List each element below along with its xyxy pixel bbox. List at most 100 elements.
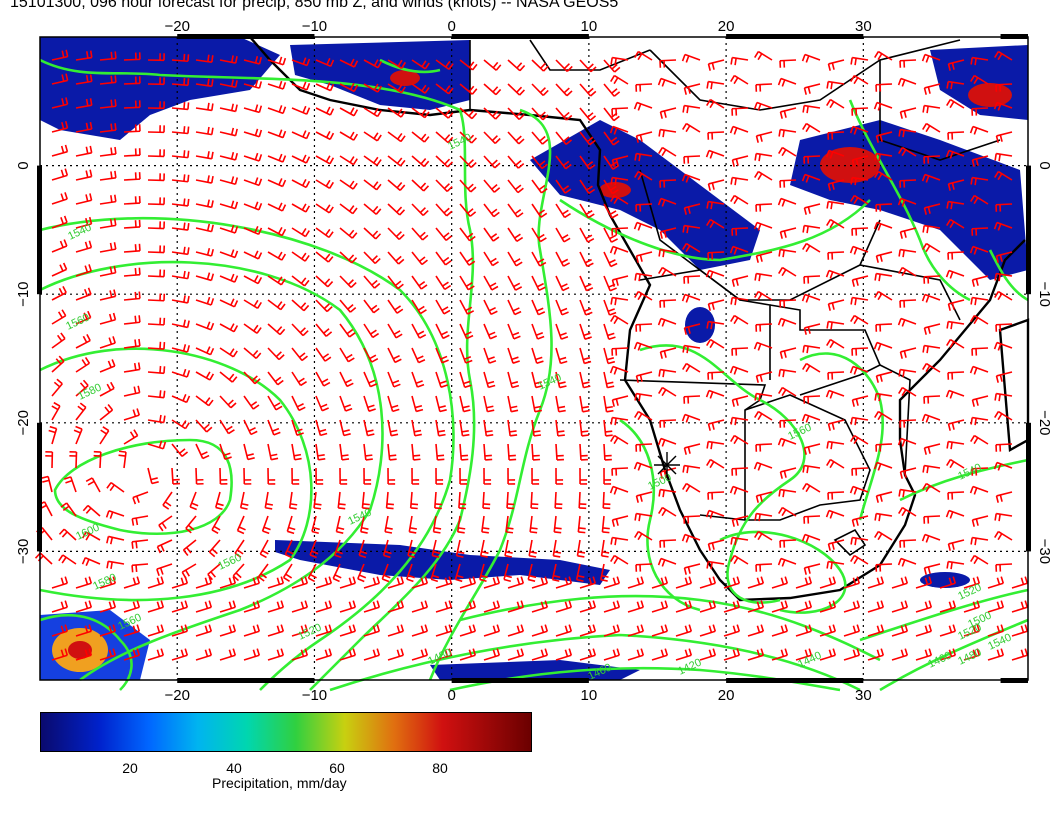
wind-barb-icon xyxy=(947,251,965,260)
height-contour xyxy=(379,58,441,74)
wind-barb-icon xyxy=(755,371,773,383)
wind-barb-icon xyxy=(875,323,893,332)
wind-barb-icon xyxy=(827,59,845,71)
wind-barb-icon xyxy=(75,287,92,301)
wind-barb-icon xyxy=(99,51,117,61)
wind-barb-icon xyxy=(579,347,592,365)
wind-barb-icon xyxy=(411,648,429,661)
wind-barb-icon xyxy=(659,227,677,239)
wind-barb-icon xyxy=(682,122,701,133)
wind-barb-icon xyxy=(827,491,845,500)
wind-barb-icon xyxy=(995,563,1013,572)
wind-barb-icon xyxy=(729,125,749,135)
wind-barb-icon xyxy=(147,648,165,661)
wind-barb-icon xyxy=(851,227,869,236)
wind-barb-icon xyxy=(771,648,789,661)
wind-barb-icon xyxy=(922,482,941,493)
wind-barb-icon xyxy=(51,648,69,661)
wind-barb-icon xyxy=(93,450,102,469)
wind-barb-icon xyxy=(610,536,629,546)
wind-barb-icon xyxy=(659,299,677,308)
wind-barb-icon xyxy=(69,450,78,469)
wind-barb-icon xyxy=(634,512,653,522)
wind-barb-icon xyxy=(267,347,285,361)
wind-barb-icon xyxy=(682,362,701,373)
wind-barb-icon xyxy=(459,624,477,637)
wind-barb-icon xyxy=(681,53,701,63)
wind-barb-icon xyxy=(610,554,629,565)
wind-barb-icon xyxy=(802,242,821,253)
wind-barb-icon xyxy=(610,74,629,85)
wind-barb-icon xyxy=(635,563,653,572)
wind-barb-icon xyxy=(339,371,354,388)
wind-barb-icon xyxy=(387,59,406,69)
wind-barb-icon xyxy=(729,365,749,375)
wind-barb-icon xyxy=(795,576,813,589)
wind-barb-icon xyxy=(603,624,621,637)
wind-barb-icon xyxy=(99,218,117,229)
wind-barb-icon xyxy=(994,410,1013,421)
lon-tick-label-top: −20 xyxy=(164,18,189,35)
wind-barb-icon xyxy=(531,419,542,437)
wind-barb-icon xyxy=(531,299,546,316)
height-contour-label: 1600 xyxy=(74,521,101,542)
wind-barb-icon xyxy=(579,395,590,413)
wind-barb-icon xyxy=(826,320,845,330)
wind-barb-icon xyxy=(267,56,287,66)
wind-barb-icon xyxy=(531,107,549,121)
wind-barb-icon xyxy=(171,126,190,135)
wind-barb-icon xyxy=(219,371,238,383)
wind-barb-icon xyxy=(171,443,189,458)
wind-barb-icon xyxy=(675,624,693,637)
wind-barb-icon xyxy=(993,461,1013,471)
wind-barb-icon xyxy=(987,624,1005,637)
wind-barb-icon xyxy=(267,105,287,115)
wind-barb-icon xyxy=(51,262,68,277)
wind-barb-icon xyxy=(311,515,320,535)
wind-barb-icon xyxy=(923,155,941,164)
wind-barb-icon xyxy=(579,227,595,243)
wind-barb-icon xyxy=(507,371,520,389)
wind-barb-icon xyxy=(147,467,159,485)
wind-barb-icon xyxy=(801,533,821,543)
wind-barb-icon xyxy=(507,227,524,243)
wind-barb-icon xyxy=(681,173,701,183)
wind-barb-icon xyxy=(435,323,450,340)
wind-barb-icon xyxy=(819,600,837,613)
wind-barb-icon xyxy=(243,80,263,89)
wind-barb-icon xyxy=(243,419,258,436)
wind-barb-icon xyxy=(507,155,525,169)
precip-patch-moz-channel xyxy=(920,572,970,588)
wind-barb-icon xyxy=(658,488,677,498)
wind-barb-icon xyxy=(267,153,287,163)
wind-barb-icon xyxy=(51,624,69,637)
wind-barb-icon xyxy=(995,83,1013,92)
height-contour xyxy=(39,216,455,691)
wind-barb-icon xyxy=(123,196,141,205)
wind-barb-icon xyxy=(507,347,520,364)
wind-barb-icon xyxy=(731,515,749,527)
wind-barb-icon xyxy=(898,128,917,138)
wind-barb-icon xyxy=(707,419,725,431)
wind-barb-icon xyxy=(873,101,893,111)
wind-barb-icon xyxy=(387,576,405,589)
wind-barb-icon xyxy=(195,272,215,282)
wind-barb-icon xyxy=(75,264,92,277)
wind-barb-icon xyxy=(850,296,869,306)
wind-barb-icon xyxy=(286,515,296,535)
wind-barb-icon xyxy=(699,600,717,613)
wind-barb-icon xyxy=(603,576,621,589)
wind-barb-icon xyxy=(579,648,597,661)
wind-barb-icon xyxy=(706,200,725,210)
wind-barb-icon xyxy=(162,491,173,510)
wind-barb-icon xyxy=(729,245,749,255)
wind-barb-icon xyxy=(195,175,214,184)
wind-barb-icon xyxy=(575,563,585,582)
wind-barb-icon xyxy=(947,131,965,140)
wind-barb-icon xyxy=(874,512,893,522)
wind-barb-icon xyxy=(891,648,909,661)
wind-barb-icon xyxy=(267,323,286,336)
wind-barb-icon xyxy=(531,59,549,72)
wind-barb-icon xyxy=(236,515,246,535)
wind-barb-icon xyxy=(147,197,166,206)
